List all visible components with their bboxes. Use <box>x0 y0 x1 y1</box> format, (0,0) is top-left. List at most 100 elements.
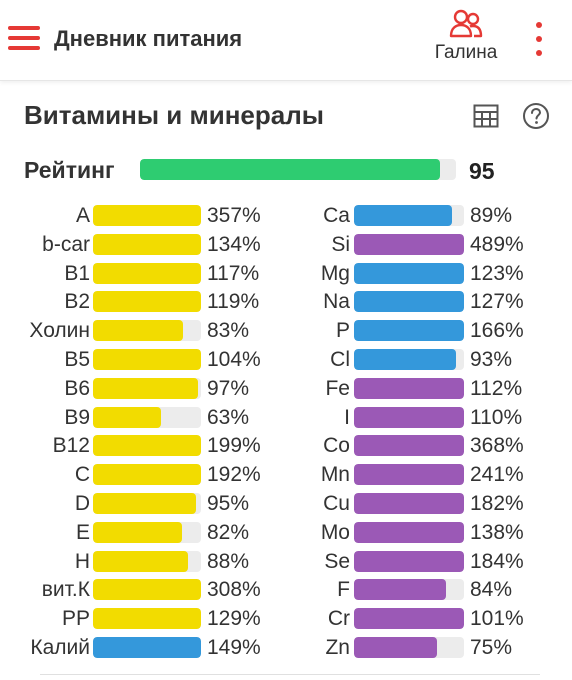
help-circle-icon[interactable] <box>522 102 550 135</box>
user-profile-button[interactable]: Галина <box>428 8 504 70</box>
nutrient-bar <box>354 550 464 572</box>
nutrient-bar <box>354 349 464 370</box>
nutrient-bar <box>354 233 464 255</box>
nutrient-bar <box>93 377 201 399</box>
nutrient-row: вит.К 308% <box>20 575 270 604</box>
nutrient-bar-fill <box>354 320 464 342</box>
nutrient-bar-fill <box>93 550 189 572</box>
nutrient-name: Co <box>323 434 350 458</box>
nutrient-bar-fill <box>93 579 201 601</box>
nutrient-name: Cl <box>330 348 350 371</box>
nutrient-bar <box>93 579 201 601</box>
nutrient-bar <box>354 291 464 313</box>
nutrient-name: Fe <box>325 376 350 400</box>
nutrient-bar <box>354 521 464 543</box>
nutrient-row: Mg 123% <box>306 259 536 288</box>
nutrient-row: I 110% <box>306 403 536 432</box>
nutrient-bar <box>93 406 201 428</box>
nutrient-name: F <box>337 578 350 602</box>
nutrient-bar-fill <box>93 406 162 428</box>
nutrient-row: Ca 89% <box>306 201 536 230</box>
nutrient-bar-fill <box>354 493 464 514</box>
nutrient-percent: 75% <box>470 636 513 659</box>
nutrient-row: Mo 138% <box>306 518 536 547</box>
nutrient-bar-fill <box>354 550 464 572</box>
nutrient-row: Cl 93% <box>306 345 536 374</box>
nutrient-row: B9 63% <box>20 403 270 432</box>
nutrient-bar <box>354 637 464 658</box>
rating-value: 95 <box>469 158 495 184</box>
nutrient-bar <box>93 493 201 514</box>
nutrient-bar <box>93 464 201 486</box>
nutrient-bar-fill <box>93 205 201 226</box>
nutrient-percent: 199% <box>207 434 261 458</box>
nutrient-row: Cr 101% <box>306 604 536 633</box>
nutrient-row: B6 97% <box>20 374 270 403</box>
nutrient-percent: 308% <box>207 578 261 602</box>
hamburger-menu-icon[interactable] <box>8 22 40 54</box>
nutrient-percent: 127% <box>470 290 524 314</box>
nutrient-name: C <box>74 463 90 487</box>
rating-label: Рейтинг <box>24 157 115 183</box>
nutrient-bar <box>354 493 464 514</box>
nutrient-name: B2 <box>64 290 90 314</box>
nutrient-row: B5 104% <box>20 345 270 374</box>
nutrient-bar <box>354 262 464 284</box>
nutrient-bar-fill <box>354 377 464 399</box>
nutrient-bar-fill <box>93 521 182 543</box>
nutrient-row: Zn 75% <box>306 633 536 662</box>
nutrient-bar-fill <box>93 637 201 658</box>
nutrient-bar-fill <box>354 435 464 457</box>
nutrient-row: Na 127% <box>306 287 536 316</box>
nutrient-percent: 93% <box>470 348 513 371</box>
nutrient-bar-fill <box>93 435 201 457</box>
divider <box>40 674 540 675</box>
nutrient-name: B6 <box>64 376 90 400</box>
nutrient-name: b-car <box>42 232 90 256</box>
nutrient-percent: 134% <box>207 232 261 256</box>
nutrient-bar-fill <box>93 349 201 370</box>
nutrient-name: Zn <box>325 636 350 659</box>
nutrient-percent: 82% <box>207 520 250 544</box>
nutrient-row: Холин 83% <box>20 316 270 345</box>
app-title: Дневник питания <box>54 26 243 51</box>
rating-bar <box>140 159 456 180</box>
nutrient-name: B12 <box>52 434 90 458</box>
nutrient-bar <box>354 608 464 630</box>
nutrient-name: Mo <box>320 520 350 544</box>
nutrient-row: Se 184% <box>306 547 536 576</box>
nutrient-bar <box>354 205 464 226</box>
nutrient-name: D <box>74 492 90 515</box>
nutrient-row: E 82% <box>20 518 270 547</box>
nutrient-bar-fill <box>354 637 437 658</box>
nutrient-name: B5 <box>64 348 90 371</box>
nutrient-bar-fill <box>93 377 198 399</box>
nutrient-bar-fill <box>354 349 457 370</box>
table-icon[interactable] <box>473 104 499 133</box>
nutrient-bar-fill <box>354 406 464 428</box>
nutrient-name: I <box>344 405 350 429</box>
nutrient-bar <box>354 377 464 399</box>
nutrient-bar <box>354 406 464 428</box>
nutrient-percent: 84% <box>470 578 513 602</box>
nutrient-bar <box>93 349 201 370</box>
nutrient-bar <box>93 550 201 572</box>
nutrient-bar <box>354 579 464 601</box>
nutrient-percent: 88% <box>207 549 250 573</box>
nutrient-percent: 104% <box>207 348 261 371</box>
more-vertical-icon[interactable] <box>528 20 550 58</box>
card-title: Витамины и минералы <box>24 100 324 130</box>
nutrient-row: b-car 134% <box>20 230 270 259</box>
nutrient-name: Se <box>324 549 350 573</box>
nutrient-bar <box>93 637 201 658</box>
nutrient-percent: 129% <box>207 607 261 631</box>
nutrient-row: Si 489% <box>306 230 536 259</box>
nutrient-bar-fill <box>354 291 464 313</box>
nutrient-row: B12 199% <box>20 431 270 460</box>
nutrient-percent: 110% <box>470 405 523 429</box>
rating-bar-fill <box>140 159 441 180</box>
nutrient-bar <box>93 205 201 226</box>
nutrient-name: Mn <box>320 463 350 487</box>
nutrient-bar-fill <box>354 464 464 486</box>
nutrient-row: B1 117% <box>20 259 270 288</box>
